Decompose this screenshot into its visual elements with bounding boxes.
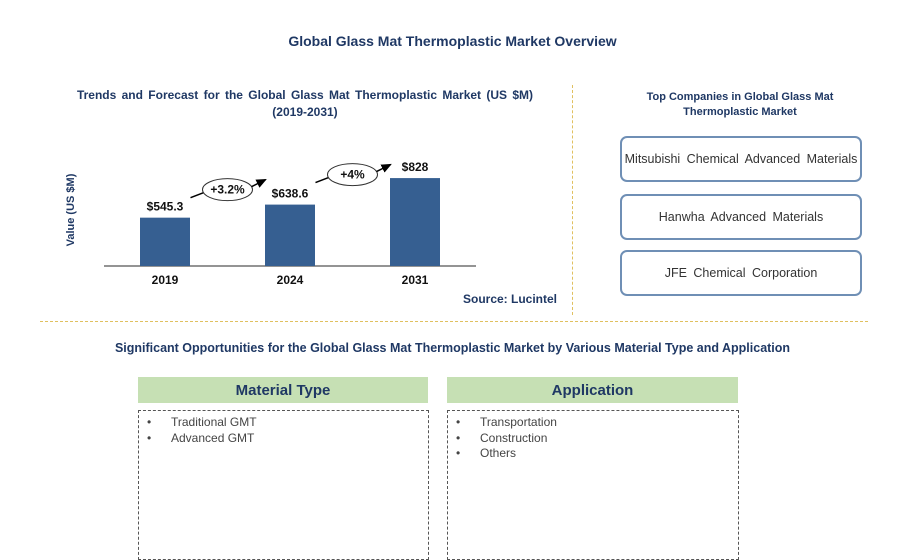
x-tick-label: 2031 [402, 273, 429, 287]
growth-label: +4% [340, 168, 365, 182]
bar-2024 [265, 204, 315, 266]
growth-arrow-icon [251, 178, 267, 188]
company-box: JFE Chemical Corporation [620, 250, 862, 296]
data-label: $638.6 [272, 187, 309, 201]
bar-2019 [140, 217, 190, 266]
growth-arrow-icon [376, 163, 392, 173]
growth-arrow-tail [315, 176, 329, 184]
growth-bubble [327, 163, 378, 187]
bar-2031 [390, 178, 440, 266]
growth-arrow-tail [190, 191, 204, 199]
company-box: Mitsubishi Chemical Advanced Materials [620, 136, 862, 182]
material-type-header: Material Type [138, 377, 428, 403]
data-label: $828 [402, 160, 429, 174]
x-tick-label: 2024 [277, 273, 304, 287]
chart-title: Trends and Forecast for the Global Glass… [40, 87, 570, 121]
data-label: $545.3 [147, 200, 184, 214]
application-list: • Transportation • Construction • Others [447, 410, 739, 560]
material-type-list: • Traditional GMT • Advanced GMT [138, 410, 429, 560]
chart-title-line2: (2019-2031) [272, 105, 338, 119]
list-item: • Advanced GMT [147, 430, 255, 445]
list-item: • Construction [456, 430, 548, 445]
chart-title-line1: Trends and Forecast for the Global Glass… [76, 88, 534, 102]
growth-bubble [202, 178, 253, 202]
list-item: • Traditional GMT [147, 415, 257, 429]
vertical-divider [572, 85, 573, 315]
list-item: • Transportation [456, 415, 557, 429]
x-tick-label: 2019 [152, 273, 179, 287]
list-item-label: Others [480, 446, 517, 460]
bar-chart: Value (US $M) $545.3 2019 $638.6 2024 $828 20… [65, 160, 557, 306]
top-companies-title: Top Companies in Global Glass Mat Thermo… [646, 91, 834, 118]
growth-label: +3.2% [210, 183, 245, 197]
page-title: Global Glass Mat Thermoplastic Market Ov… [288, 33, 617, 49]
list-item-label: Traditional GMT [171, 415, 257, 429]
list-item: • Others [456, 446, 517, 460]
list-item-label: Advanced GMT [171, 430, 255, 445]
list-item-label: Transportation [480, 415, 557, 429]
source-label: Source: Lucintel [463, 292, 557, 306]
application-header: Application [447, 377, 738, 403]
opportunities-title: Significant Opportunities for the Global… [114, 341, 791, 355]
list-item-label: Construction [480, 430, 548, 445]
company-box: Hanwha Advanced Materials [620, 194, 862, 240]
horizontal-divider [40, 321, 868, 322]
y-axis-label: Value (US $M) [65, 173, 77, 246]
